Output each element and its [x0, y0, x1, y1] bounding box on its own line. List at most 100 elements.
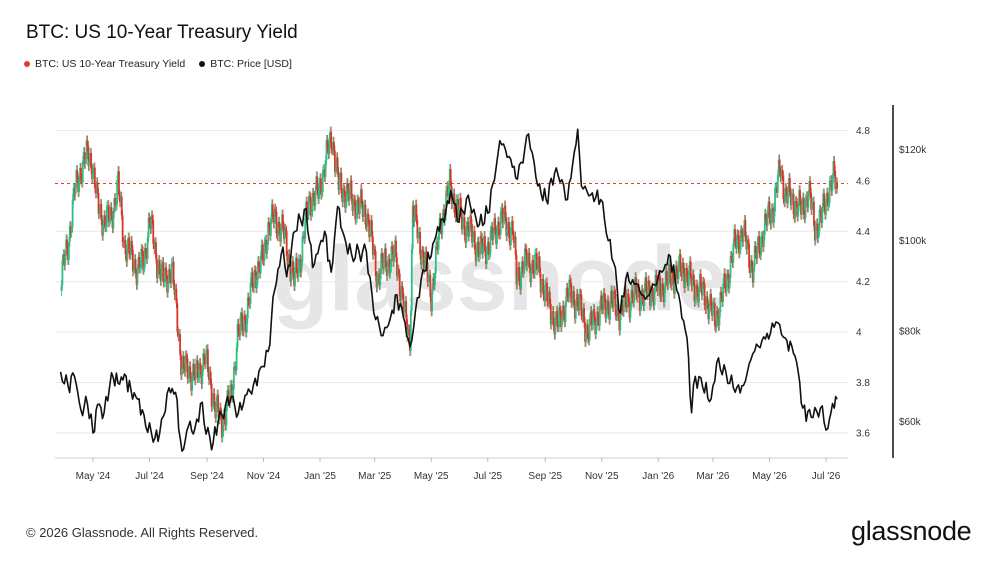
yield-candle: [317, 184, 320, 205]
candle-body: [427, 277, 430, 282]
yield-candle: [821, 202, 824, 229]
candle-body: [573, 304, 576, 319]
axes: 3.63.844.24.44.64.8$60k$80k$100k$120kMay…: [55, 105, 927, 482]
candle-body: [753, 246, 756, 267]
candle-body: [565, 287, 568, 302]
yield-candle: [810, 187, 813, 215]
yield-candle: [581, 310, 584, 323]
yield-candle: [644, 272, 647, 293]
candle-body: [636, 284, 639, 298]
candle-body: [765, 218, 768, 227]
yield-candle: [747, 235, 750, 249]
yield-candle: [234, 361, 237, 376]
candle-body: [528, 252, 531, 268]
candle-body: [158, 260, 161, 275]
candle-body: [428, 274, 431, 278]
yield-candle: [376, 271, 379, 293]
yield-candle: [94, 182, 97, 199]
candle-body: [82, 152, 85, 162]
yield-candle: [790, 189, 793, 211]
candle-body: [504, 205, 507, 218]
yield-candle: [205, 345, 207, 370]
candle-body: [114, 198, 117, 207]
candle-body: [212, 393, 215, 405]
yield-candle: [498, 229, 501, 240]
candle-body: [551, 311, 554, 320]
candle-body: [177, 331, 180, 337]
candle-body: [527, 252, 530, 263]
candle-body: [108, 219, 111, 223]
candle-body: [562, 305, 565, 316]
yield-candle: [120, 191, 123, 221]
candle-body: [313, 196, 316, 206]
yield-candle: [423, 260, 426, 275]
yield-candle: [596, 306, 599, 331]
yield-candle: [420, 249, 422, 270]
yield-candle: [676, 268, 679, 285]
yield-candle: [63, 249, 66, 271]
yield-candle: [449, 163, 452, 191]
brand-logo[interactable]: glassnode: [851, 516, 972, 546]
candle-body: [151, 215, 154, 220]
candle-body: [573, 290, 575, 305]
yield-candle: [381, 248, 384, 264]
candle-body: [418, 232, 421, 233]
yield-candle: [68, 236, 70, 265]
candle-body: [307, 212, 309, 216]
candle-body: [759, 252, 762, 256]
yield-candle: [742, 225, 745, 247]
candle-body: [509, 238, 511, 246]
yield-candle: [782, 170, 785, 205]
yield-candle: [409, 305, 412, 356]
yield-candle: [353, 194, 356, 206]
yield-candle: [528, 247, 531, 273]
yield-candle: [739, 225, 742, 255]
yield-candle: [251, 267, 254, 292]
x-tick-label: Jan '26: [642, 471, 674, 482]
candle-body: [431, 289, 434, 312]
candle-body: [270, 218, 272, 236]
candle-body: [795, 201, 798, 204]
yield-candle: [309, 192, 312, 221]
candle-body: [120, 196, 123, 216]
legend-item-price[interactable]: BTC: Price [USD]: [199, 58, 292, 70]
yield-candle: [653, 283, 656, 311]
candle-body: [729, 256, 732, 279]
candle-body: [329, 131, 332, 138]
candle-body: [605, 313, 608, 318]
yield-candle: [791, 188, 794, 200]
candle-body: [80, 167, 82, 179]
yield-candle: [631, 285, 634, 304]
yield-candle: [307, 207, 309, 221]
candle-body: [86, 140, 89, 147]
yield-candle: [69, 221, 72, 238]
candle-body: [755, 252, 758, 260]
candle-body: [395, 240, 397, 258]
yield-candle: [346, 178, 349, 194]
candle-body: [326, 140, 329, 148]
candle-body: [466, 221, 469, 226]
candle-body: [134, 259, 137, 274]
candle-body: [775, 187, 777, 188]
yield-candle: [713, 298, 716, 331]
candle-body: [125, 254, 128, 262]
yield-candle: [355, 213, 358, 225]
yield-candle: [659, 271, 662, 302]
legend-item-yield[interactable]: BTC: US 10-Year Treasury Yield: [24, 58, 185, 70]
candle-body: [402, 293, 405, 312]
yield-candle: [130, 235, 132, 260]
candle-body: [273, 208, 276, 224]
candle-body: [821, 207, 824, 223]
candle-body: [68, 226, 71, 242]
yield-candle: [774, 182, 776, 217]
yield-candle: [745, 231, 748, 255]
yield-candle: [132, 263, 135, 277]
chart-canvas[interactable]: glassnode 3.63.844.24.44.64.8$60k$80k$10…: [0, 0, 1000, 500]
yield-candle: [560, 314, 563, 333]
yield-candle: [211, 398, 214, 412]
price-line: [59, 128, 838, 452]
yield-candle: [655, 269, 658, 292]
candle-body: [184, 355, 187, 372]
yield-candle: [363, 199, 366, 211]
yield-candle: [517, 262, 520, 283]
